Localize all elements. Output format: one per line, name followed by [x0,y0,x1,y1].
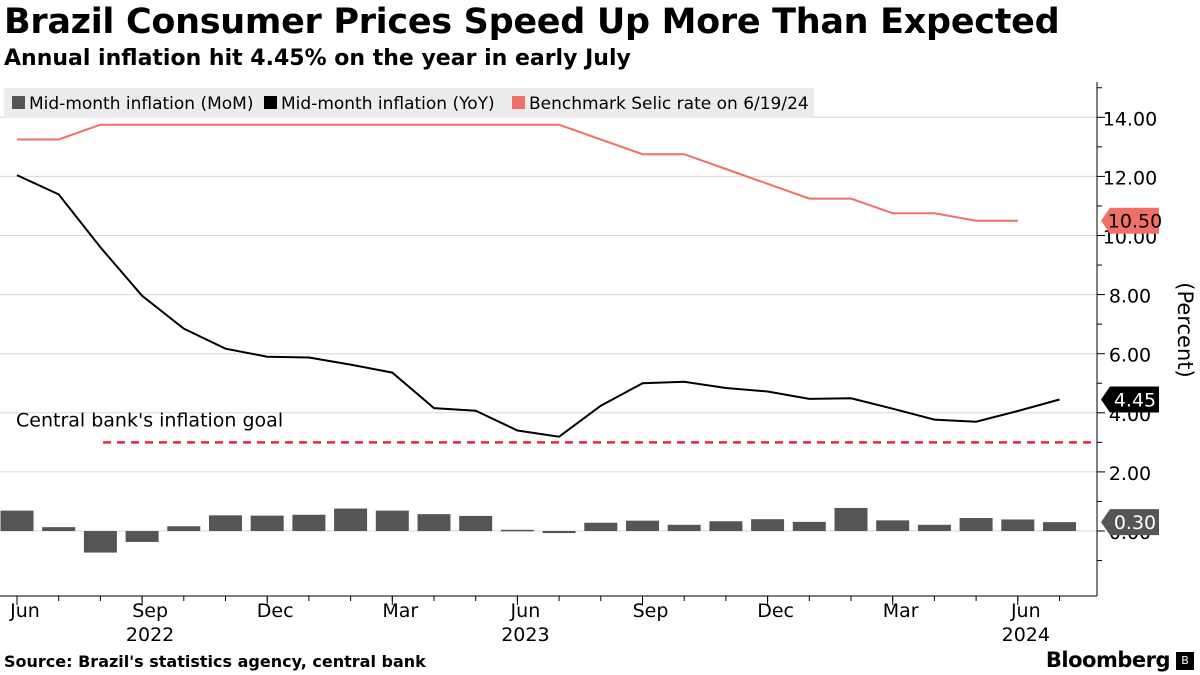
yoy-line [16,174,1060,438]
mom-bar [167,526,201,531]
legend-mom-swatch [12,96,25,109]
chart-subtitle: Annual inflation hit 4.45% on the year i… [4,46,631,71]
x-tick-label-month: Jun [510,600,541,622]
mom-bar [751,519,785,531]
yoy-end-label-value: 4.45 [1114,390,1156,412]
source-note: Source: Brazil's statistics agency, cent… [4,652,426,671]
selic-end-label-value: 10.50 [1108,211,1162,233]
mom-bar [917,524,951,531]
mom-bar [459,515,493,531]
legend-selic-label: Benchmark Selic rate on 6/19/24 [529,94,809,114]
y-tick-label: 6.00 [1109,345,1151,367]
mom-bar [0,510,34,531]
x-tick-label-month: Dec [757,600,794,622]
mom-bars [0,507,1076,553]
x-tick-label-year: 2023 [501,624,549,646]
mom-bar [792,521,826,531]
mom-bar [83,531,117,553]
mom-bar [709,521,743,531]
legend-yoy-label: Mid-month inflation (YoY) [281,94,495,114]
mom-bar [1043,522,1076,531]
x-tick-label-year: 2022 [126,624,174,646]
mom-bar [834,507,868,531]
legend-selic-swatch [512,96,525,109]
inflation-goal-label: Central bank's inflation goal [16,409,283,431]
y-tick-label: 8.00 [1109,286,1151,308]
mom-bar [292,514,326,531]
legend: Mid-month inflation (MoM) Mid-month infla… [4,88,814,118]
chart-title: Brazil Consumer Prices Speed Up More Tha… [4,2,1060,42]
mom-bar [209,515,242,531]
mom-bar [876,520,910,531]
y-tick-label: 14.00 [1103,108,1157,130]
yoy-end-label-tag [1101,386,1159,413]
x-tick-label-month: Jun [1010,600,1041,622]
bloomberg-icon: B [1176,652,1194,670]
x-tick-label-month: Sep [132,600,168,622]
x-tick-label-month: Mar [382,600,418,622]
x-tick-label-month: Dec [257,600,294,622]
x-tick-label-month: Mar [883,600,919,622]
x-tick-label-year: 2024 [1002,624,1050,646]
mom-bar [417,514,451,531]
inflation-goal: Central bank's inflation goal [16,409,1097,444]
gridlines [0,116,1097,532]
mom-bar [667,524,701,531]
mom-end-label-tag [1101,509,1159,536]
x-tick-label-month: Sep [633,600,669,622]
legend-background [4,88,814,118]
selic-end-label-tag [1101,207,1159,234]
mom-bar [500,529,534,532]
axes: 0.002.004.006.008.0010.0012.0014.00JunSe… [0,82,1197,646]
mom-bar [334,508,368,531]
mom-bar [125,531,159,542]
mom-bar [584,522,618,531]
legend-yoy-swatch [264,96,277,109]
mom-bar [959,517,993,531]
y-tick-label: 2.00 [1109,463,1151,485]
selic-line [17,123,1018,222]
series-lines [16,123,1060,438]
mom-bar [1001,519,1035,531]
brand-logo: Bloomberg [1045,648,1171,672]
end-labels: 10.50 4.45 0.30 [1101,207,1162,536]
legend-mom-label: Mid-month inflation (MoM) [29,94,254,114]
y-axis-label: (Percent) [1173,282,1197,377]
x-tick-label-month: Jun [9,600,40,622]
y-tick-label: 12.00 [1103,167,1157,189]
mom-end-label-value: 0.30 [1114,512,1156,534]
mom-bar [542,531,576,534]
mom-bar [250,515,284,531]
mom-bar [375,510,409,531]
mom-bar [626,520,659,531]
mom-bar [42,527,76,531]
